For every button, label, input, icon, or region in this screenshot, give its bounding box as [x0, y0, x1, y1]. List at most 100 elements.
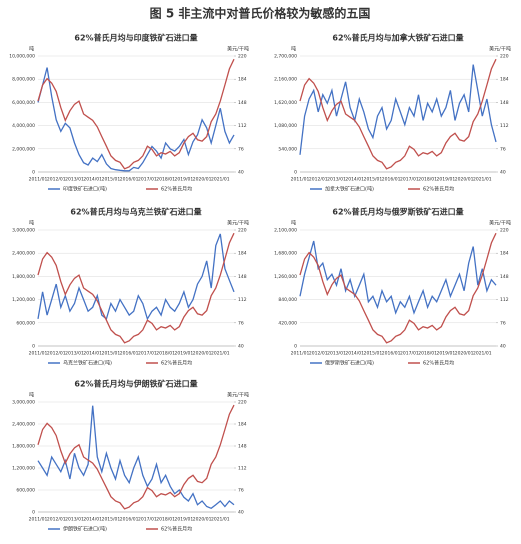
series-line: [37, 58, 235, 170]
x-tick-label: 2020/01: [193, 177, 212, 183]
x-tick-label: 2018/01: [156, 517, 175, 523]
chart-title: 62%普氏月均与印度铁矿石进口量: [74, 33, 197, 43]
x-tick-label: 2015/01: [102, 517, 121, 523]
y2-tick-label: 40: [238, 344, 244, 350]
x-tick-label: 2013/01: [65, 177, 84, 183]
y-tick-label: 600,000: [16, 488, 35, 494]
y-axis-unit: 吨: [291, 46, 296, 53]
x-tick-label: 2015/01: [102, 351, 121, 357]
x-tick-label: 2011/01: [29, 517, 48, 523]
y-tick-label: 1,080,000: [274, 123, 297, 129]
x-tick-label: 2020/01: [193, 517, 212, 523]
y-tick-label: 0: [32, 344, 35, 350]
x-tick-label: 2011/01: [291, 351, 310, 357]
x-tick-label: 2012/01: [47, 351, 66, 357]
x-tick-label: 2017/01: [138, 177, 157, 183]
legend-label: 印度铁矿石进口(吨): [63, 186, 107, 193]
y-tick-label: 8,000,000: [12, 77, 35, 83]
y2-tick-label: 112: [238, 466, 247, 472]
x-tick-label: 2016/01: [120, 351, 139, 357]
y-tick-label: 2,160,000: [274, 77, 297, 83]
y2-tick-label: 184: [238, 251, 247, 257]
y-axis-unit: 吨: [29, 46, 34, 53]
series-line: [37, 232, 235, 344]
x-tick-label: 2017/01: [400, 351, 419, 357]
y-tick-label: 0: [294, 170, 297, 176]
series-line: [37, 405, 235, 510]
y2-tick-label: 40: [500, 344, 506, 350]
y2-axis-unit: 美元/干吨: [489, 220, 511, 227]
x-tick-label: 2016/01: [120, 517, 139, 523]
x-tick-label: 2013/01: [65, 351, 84, 357]
x-tick-label: 2013/01: [327, 177, 346, 183]
x-tick-label: 2012/01: [47, 177, 66, 183]
x-tick-label: 2018/01: [156, 351, 175, 357]
y-tick-label: 2,400,000: [12, 422, 35, 428]
y-tick-label: 4,000,000: [12, 123, 35, 129]
series-line: [37, 404, 235, 510]
y2-tick-label: 112: [500, 123, 509, 129]
x-tick-label: 2016/01: [382, 177, 401, 183]
y2-tick-label: 76: [238, 146, 244, 152]
y-tick-label: 2,000,000: [12, 146, 35, 152]
figure-title: 图 5 非主流中对普氏价格较为敏感的五国: [150, 6, 371, 21]
y2-tick-label: 148: [238, 100, 247, 106]
y2-tick-label: 76: [500, 320, 506, 326]
legend-label: 62%普氏月均: [161, 360, 192, 367]
x-tick-label: 2017/01: [138, 517, 157, 523]
y-axis-unit: 吨: [29, 392, 34, 399]
y2-tick-label: 76: [238, 488, 244, 494]
series-line: [299, 58, 497, 170]
y-tick-label: 840,000: [278, 297, 297, 303]
x-tick-label: 2015/01: [364, 177, 383, 183]
x-tick-label: 2018/01: [156, 177, 175, 183]
x-tick-label: 2020/01: [193, 351, 212, 357]
y-tick-label: 600,000: [16, 320, 35, 326]
x-tick-label: 2014/01: [345, 177, 364, 183]
chart-title: 62%普氏月均与俄罗斯铁矿石进口量: [332, 207, 463, 217]
y-tick-label: 6,000,000: [12, 100, 35, 106]
x-tick-label: 2012/01: [47, 517, 66, 523]
y-tick-label: 0: [294, 344, 297, 350]
x-tick-label: 2014/01: [83, 351, 102, 357]
legend-label: 俄罗斯铁矿石进口(吨): [325, 360, 374, 367]
y2-tick-label: 112: [238, 297, 247, 303]
y2-tick-label: 220: [500, 228, 509, 234]
x-tick-label: 2019/01: [175, 351, 194, 357]
legend-label: 加拿大铁矿石进口(吨): [325, 186, 374, 193]
x-tick-label: 2013/01: [327, 351, 346, 357]
x-tick-label: 2018/01: [418, 351, 437, 357]
x-tick-label: 2019/01: [437, 351, 456, 357]
legend-label: 伊朗铁矿石进口(吨): [63, 526, 107, 533]
y-tick-label: 3,000,000: [12, 228, 35, 234]
x-tick-label: 2015/01: [102, 177, 121, 183]
x-tick-label: 2017/01: [138, 351, 157, 357]
y2-tick-label: 184: [238, 422, 247, 428]
x-tick-label: 2014/01: [83, 177, 102, 183]
y-tick-label: 1,800,000: [12, 444, 35, 450]
x-tick-label: 2017/01: [400, 177, 419, 183]
series-line: [299, 232, 497, 344]
x-tick-label: 2011/01: [291, 177, 310, 183]
y-tick-label: 1,200,000: [12, 297, 35, 303]
x-tick-label: 2020/01: [455, 177, 474, 183]
y-tick-label: 540,000: [278, 146, 297, 152]
y2-tick-label: 148: [500, 274, 509, 280]
y-tick-label: 0: [32, 170, 35, 176]
x-tick-label: 2011/01: [29, 351, 48, 357]
x-tick-label: 2012/01: [309, 177, 328, 183]
y-tick-label: 1,680,000: [274, 251, 297, 257]
x-tick-label: 2021/01: [473, 177, 492, 183]
y-axis-unit: 吨: [29, 220, 34, 227]
x-tick-label: 2016/01: [120, 177, 139, 183]
y2-tick-label: 184: [500, 251, 509, 257]
legend-label: 乌克兰铁矿石进口(吨): [63, 360, 112, 367]
x-tick-label: 2016/01: [382, 351, 401, 357]
legend-label: 62%普氏月均: [161, 186, 192, 193]
y-tick-label: 10,000,000: [9, 54, 35, 60]
y2-tick-label: 112: [500, 297, 509, 303]
y2-tick-label: 148: [238, 444, 247, 450]
x-tick-label: 2014/01: [345, 351, 364, 357]
chart-title: 62%普氏月均与乌克兰铁矿石进口量: [70, 207, 201, 217]
